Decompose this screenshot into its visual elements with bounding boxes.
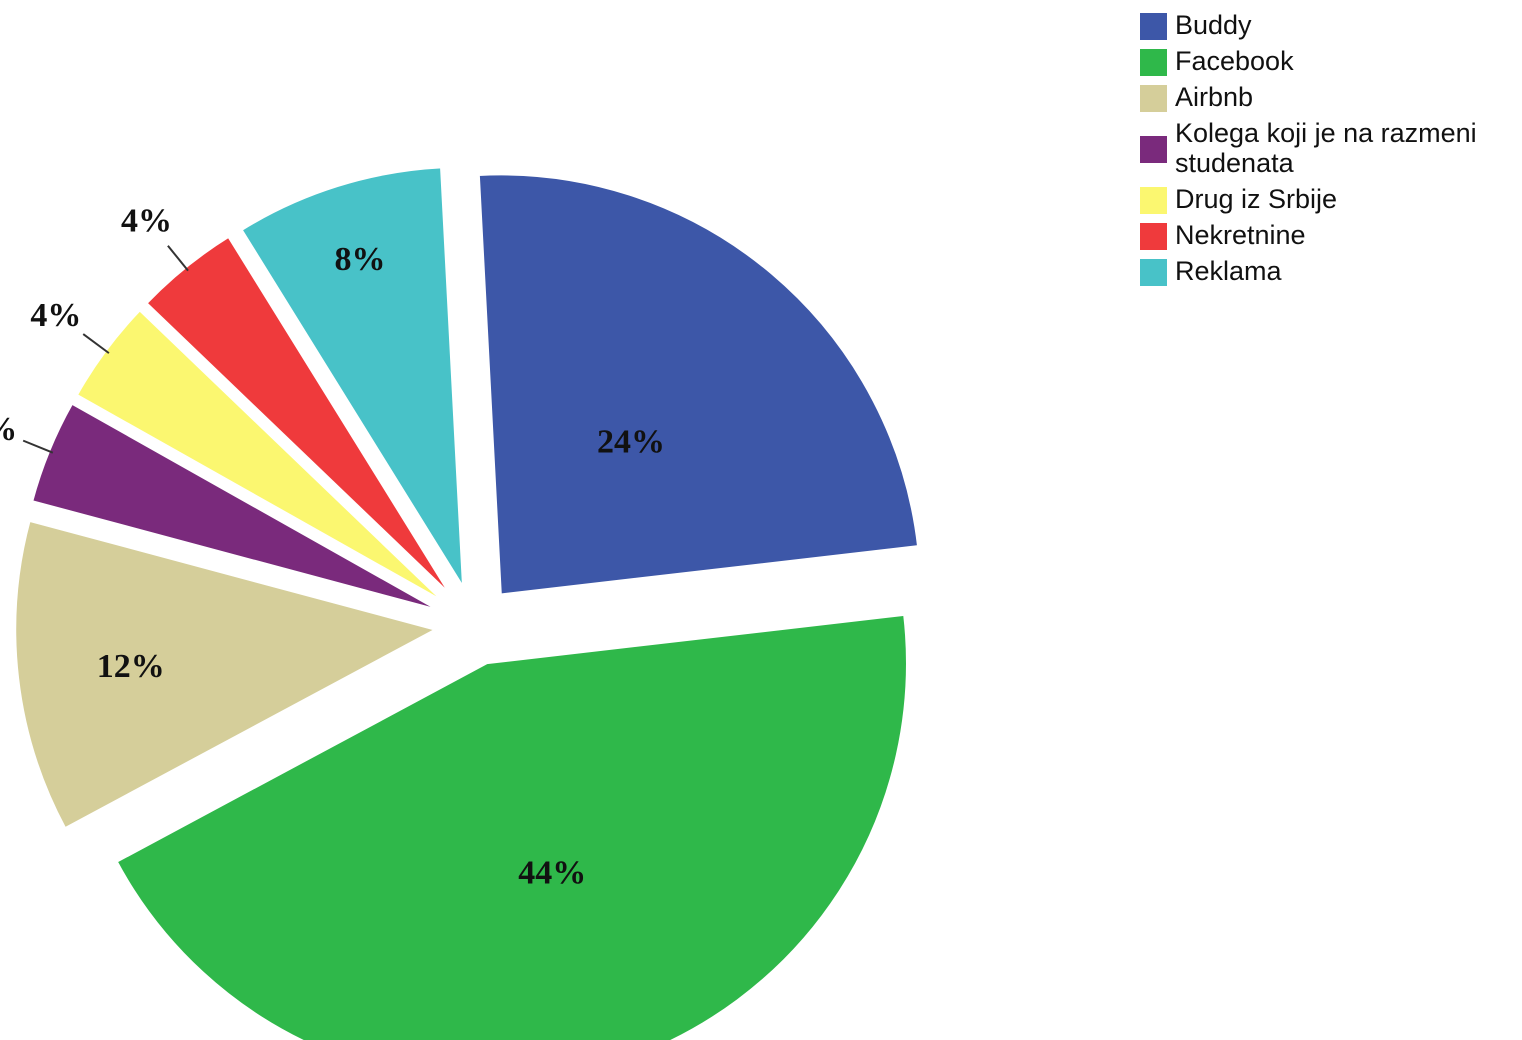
legend-swatch — [1140, 187, 1167, 214]
data-label: 24% — [597, 423, 665, 460]
legend-item: Kolega koji je na razmeni studenata — [1140, 118, 1520, 178]
legend: Buddy Facebook Airbnb Kolega koji je na raz… — [1140, 10, 1520, 292]
pie-slice-facebook — [115, 613, 908, 1040]
data-label: 4% — [30, 297, 81, 334]
legend-label: Kolega koji je na razmeni studenata — [1175, 118, 1477, 178]
legend-item: Buddy — [1140, 10, 1520, 40]
data-label: 4% — [0, 411, 17, 448]
legend-swatch — [1140, 223, 1167, 250]
legend-label: Airbnb — [1175, 82, 1254, 112]
data-label: 8% — [335, 241, 386, 278]
legend-label: Nekretnine — [1175, 220, 1306, 250]
data-label: 12% — [97, 648, 165, 685]
legend-item: Reklama — [1140, 256, 1520, 286]
data-label: 4% — [121, 202, 172, 239]
legend-label: Reklama — [1175, 256, 1282, 286]
legend-swatch — [1140, 136, 1167, 163]
legend-swatch — [1140, 13, 1167, 40]
legend-swatch — [1140, 259, 1167, 286]
pie-slice-reklama — [240, 166, 465, 588]
legend-label: Drug iz Srbije — [1175, 184, 1338, 214]
pie-slice-airbnb — [14, 519, 438, 830]
leader-line — [167, 245, 189, 272]
data-label: 44% — [518, 855, 586, 892]
leader-line — [22, 439, 54, 454]
legend-label: Facebook — [1175, 46, 1294, 76]
legend-item: Nekretnine — [1140, 220, 1520, 250]
legend-label: Buddy — [1175, 10, 1252, 40]
legend-item: Drug iz Srbije — [1140, 184, 1520, 214]
legend-swatch — [1140, 49, 1167, 76]
legend-item: Airbnb — [1140, 82, 1520, 112]
legend-swatch — [1140, 85, 1167, 112]
legend-item: Facebook — [1140, 46, 1520, 76]
pie-slice-buddy — [477, 173, 920, 596]
leader-line — [82, 333, 110, 354]
